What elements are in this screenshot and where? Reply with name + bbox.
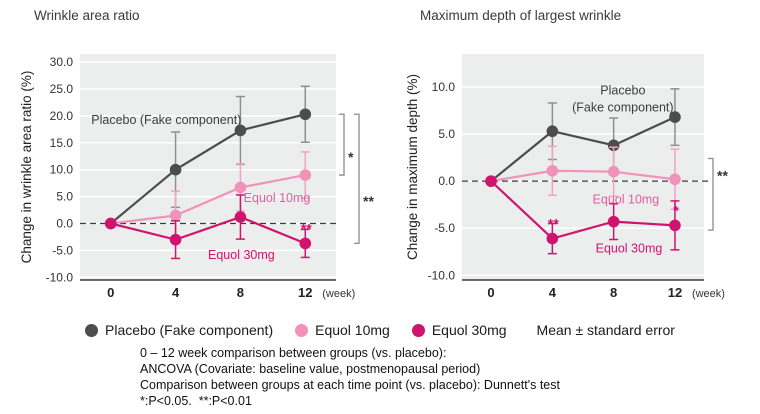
significance-mark: * [673,202,679,218]
series-equol-30mg: ** [104,194,312,260]
x-axis-unit: (week) [692,288,725,300]
y-tick-label: 5.0 [56,190,73,204]
x-tick-label: 4 [172,285,180,300]
significance-mark: ** [301,220,312,236]
y-tick-label: -5.0 [434,221,455,235]
data-point [169,233,182,246]
data-point [299,108,312,121]
data-point [546,232,559,245]
wrinkle-area-chart-svg: 30.0 25.0 20.0 15.0 10.0 5.0 0.0 -5.0 -10.0 0 4 8 12… [19,54,374,300]
bracket-label: ** [717,167,728,183]
plot-area [462,54,704,280]
legend-item-equol-30mg: Equol 30mg [411,322,507,338]
wrinkle-area-chart-panel: Wrinkle area ratio 30.0 25.0 20.0 15.0 10.0 5… [18,8,380,317]
y-axis-label: Change in maximum depth (%) [405,74,420,260]
footnote-line: ANCOVA (Covariate: baseline value, postm… [140,362,481,376]
equol-30mg-dot-icon [411,323,425,337]
data-point [234,181,247,194]
legend-label: Placebo (Fake component) [105,322,274,338]
data-point [546,125,559,138]
y-tick-label: 20.0 [50,109,74,123]
data-point [104,217,117,230]
series-label: Placebo (Fake component) [91,113,241,127]
series-line [110,113,306,225]
y-tick-label: 10.0 [50,163,74,177]
series-label: Equol 10mg [593,193,660,207]
series-line [110,173,306,225]
plot-area [80,54,336,280]
x-tick-label: 8 [237,285,244,300]
y-tick-label: 0.0 [56,217,73,231]
footnote-line: Comparison between groups at each time p… [140,378,560,392]
chart-title: Wrinkle area ratio [34,8,140,23]
data-point [234,124,247,137]
y-tick-label: -10.0 [46,270,74,284]
data-point [669,219,681,232]
equol-10mg-dot-icon [295,323,309,337]
legend-label: Equol 10mg [315,322,390,338]
y-tick-label: 10.0 [432,80,456,94]
significance-bracket [708,157,714,231]
x-tick-label: 8 [610,285,617,300]
y-tick-label: 30.0 [50,55,74,69]
series-line [110,215,306,245]
series-label: (Fake component) [572,100,673,114]
series-label: Equol 30mg [596,242,663,256]
legend: Placebo (Fake component) Equol 10mg Equo… [0,321,760,339]
placebo-dot-icon [85,323,99,337]
bracket-label: * [348,149,354,165]
y-tick-label: -5.0 [52,243,73,257]
data-point [669,173,681,186]
significance-bracket [339,113,345,176]
x-axis-unit: (week) [322,288,355,300]
y-axis-label: Change in wrinkle area ratio (%) [19,71,34,264]
series-equol-30mg: *** [485,175,681,255]
y-tick-label: 0.0 [438,174,455,188]
data-point [546,164,559,177]
max-depth-chart: 10.0 5.0 0.0 -5.0 -10.0 0 4 8 12 (week) Change in … [404,28,749,317]
data-point [169,209,182,222]
wrinkle-area-chart: 30.0 25.0 20.0 15.0 10.0 5.0 0.0 -5.0 -10.0 0 4 8 12… [18,28,380,317]
data-point [607,165,620,178]
y-tick-label: 15.0 [50,136,74,150]
charts-row: Wrinkle area ratio 30.0 25.0 20.0 15.0 10.0 5… [18,8,749,317]
footnote-line: 0 – 12 week comparison between groups (v… [140,346,447,360]
chart-title: Maximum depth of largest wrinkle [420,8,622,23]
data-point [485,175,497,187]
legend-label: Equol 30mg [431,322,507,338]
x-tick-label: 4 [549,285,557,300]
data-point [234,211,247,223]
data-point [299,169,312,181]
x-tick-label: 12 [298,285,312,300]
series-label: Equol 10mg [244,191,311,205]
max-depth-chart-panel: Maximum depth of largest wrinkle 10.0 5.0… [404,8,749,317]
data-point [607,215,620,228]
series-label: Placebo [600,83,645,97]
footnote-line: *:P<0.05. **:P<0.01 [140,394,252,408]
bracket-label: ** [363,193,374,209]
x-tick-label: 0 [487,285,494,300]
mean-se-note: Mean ± standard error [536,322,675,338]
footnotes: 0 – 12 week comparison between groups (v… [140,345,760,409]
legend-item-equol-10mg: Equol 10mg [295,322,390,338]
y-tick-label: 25.0 [50,82,74,96]
data-point [299,237,312,250]
legend-item-placebo: Placebo (Fake component) [85,322,273,338]
series-line [490,180,676,240]
x-tick-label: 0 [107,285,114,300]
significance-bracket [354,113,360,245]
series-line [490,116,676,182]
significance-mark: ** [548,216,559,232]
y-tick-label: -10.0 [428,268,456,282]
max-depth-chart-svg: 10.0 5.0 0.0 -5.0 -10.0 0 4 8 12 (week) Change in … [405,54,728,300]
data-point [607,139,620,152]
x-tick-label: 12 [668,285,682,300]
series-label: Equol 30mg [208,248,275,262]
data-point [669,111,681,123]
y-tick-label: 5.0 [438,127,455,141]
series-line [490,169,676,183]
data-point [169,163,182,176]
